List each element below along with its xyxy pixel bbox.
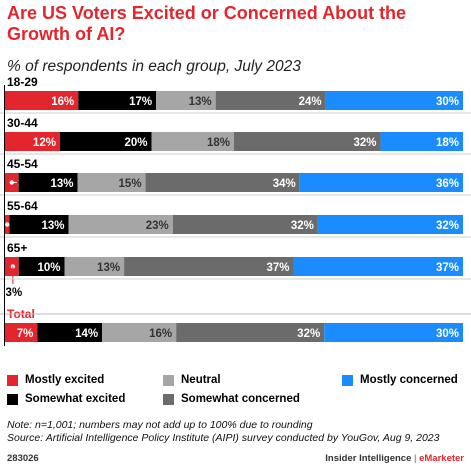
- label-leader-dot: [5, 222, 10, 227]
- data-label: 16%: [149, 328, 172, 340]
- bar-segment: [293, 257, 463, 276]
- data-label: 3%: [6, 287, 23, 299]
- bar-segment: [68, 215, 173, 234]
- data-label: 13%: [189, 96, 212, 108]
- data-label: 23%: [146, 220, 169, 232]
- category-label: 65+: [7, 241, 27, 255]
- bar-segment: [234, 132, 381, 151]
- bar-segment: [102, 323, 177, 342]
- category-label: 55-64: [7, 199, 38, 213]
- chart-source: Source: Artificial Intelligence Policy I…: [7, 432, 440, 444]
- data-label: 10%: [38, 262, 61, 274]
- bar-segment: [64, 257, 125, 276]
- data-label: 32%: [436, 220, 459, 232]
- bar-segment: [124, 257, 294, 276]
- brand-separator: |: [414, 453, 417, 464]
- category-label: 45-54: [7, 157, 38, 171]
- data-label: 13%: [97, 262, 120, 274]
- data-label: 34%: [273, 178, 296, 190]
- legend-item-mostly-concerned: Mostly concerned: [342, 374, 458, 386]
- bar-segment: [78, 91, 157, 110]
- legend: Mostly excited Somewhat excited Neutral …: [0, 368, 471, 412]
- brand-emarketer: eMarketer: [419, 453, 464, 464]
- data-label: 13%: [51, 178, 74, 190]
- bar-segment: [176, 323, 325, 342]
- data-label: 13%: [41, 220, 64, 232]
- data-label: 30%: [436, 328, 459, 340]
- legend-item-somewhat-excited: Somewhat excited: [7, 393, 125, 405]
- category-label: 18-29: [7, 75, 38, 89]
- bar-segment: [5, 323, 38, 342]
- legend-item-neutral: Neutral: [163, 374, 221, 386]
- data-label: 18%: [207, 137, 230, 149]
- brand-insider-intelligence: Insider Intelligence: [325, 453, 412, 464]
- data-label: 30%: [436, 96, 459, 108]
- chart-id: 283026: [7, 453, 39, 464]
- bar-segment: [156, 91, 216, 110]
- legend-swatch: [163, 374, 174, 386]
- legend-label: Mostly concerned: [360, 374, 458, 386]
- data-label: 24%: [299, 96, 322, 108]
- data-label: 37%: [267, 262, 290, 274]
- bar-segment: [77, 173, 146, 192]
- legend-item-mostly-excited: Mostly excited: [7, 374, 104, 386]
- legend-swatch: [342, 374, 353, 386]
- bar-segment: [18, 173, 78, 192]
- data-label: 17%: [129, 96, 152, 108]
- bar-segment: [151, 132, 234, 151]
- bar-segment: [59, 132, 152, 151]
- bar-segment: [9, 215, 69, 234]
- data-label: 32%: [297, 328, 320, 340]
- legend-item-somewhat-concerned: Somewhat concerned: [163, 393, 300, 405]
- data-label: 37%: [436, 262, 459, 274]
- legend-swatch: [7, 374, 18, 386]
- legend-label: Somewhat concerned: [181, 393, 300, 405]
- data-label: 18%: [436, 137, 459, 149]
- data-label: 36%: [436, 178, 459, 190]
- footer-brand: Insider Intelligence | eMarketer: [325, 453, 464, 464]
- bar-segment: [325, 91, 463, 110]
- data-label: 16%: [51, 96, 74, 108]
- bar-segment: [145, 173, 300, 192]
- bar-segment: [5, 132, 60, 151]
- chart-title: Are US Voters Excited or Concerned About…: [7, 3, 407, 44]
- bar-segment: [172, 215, 318, 234]
- legend-swatch: [7, 393, 18, 405]
- category-label: 30-44: [7, 116, 38, 130]
- chart-note: Note: n=1,001; numbers may not add up to…: [7, 419, 313, 431]
- bar-segment: [18, 257, 65, 276]
- chart-subtitle: % of respondents in each group, July 202…: [7, 58, 301, 75]
- data-label: 7%: [17, 328, 34, 340]
- data-label: 14%: [75, 328, 98, 340]
- legend-label: Somewhat excited: [25, 393, 126, 405]
- bar-segment: [317, 215, 463, 234]
- bar-segment: [299, 173, 463, 192]
- data-label: 32%: [291, 220, 314, 232]
- bar-segment: [5, 91, 79, 110]
- bar-segment: [324, 323, 463, 342]
- bar-segment: [215, 91, 326, 110]
- bar-segment: [380, 132, 463, 151]
- data-label: 32%: [354, 137, 377, 149]
- legend-label: Neutral: [181, 374, 221, 386]
- legend-swatch: [163, 393, 174, 405]
- data-label: 20%: [125, 137, 148, 149]
- legend-label: Mostly excited: [25, 374, 105, 386]
- data-label: 15%: [119, 178, 142, 190]
- stacked-bar-chart: 18-29 16% 17% 13% 24% 30% 30-44 12% 20% 18% 32% 18%…: [0, 75, 471, 346]
- data-label: 12%: [33, 137, 56, 149]
- bar-segment: [37, 323, 103, 342]
